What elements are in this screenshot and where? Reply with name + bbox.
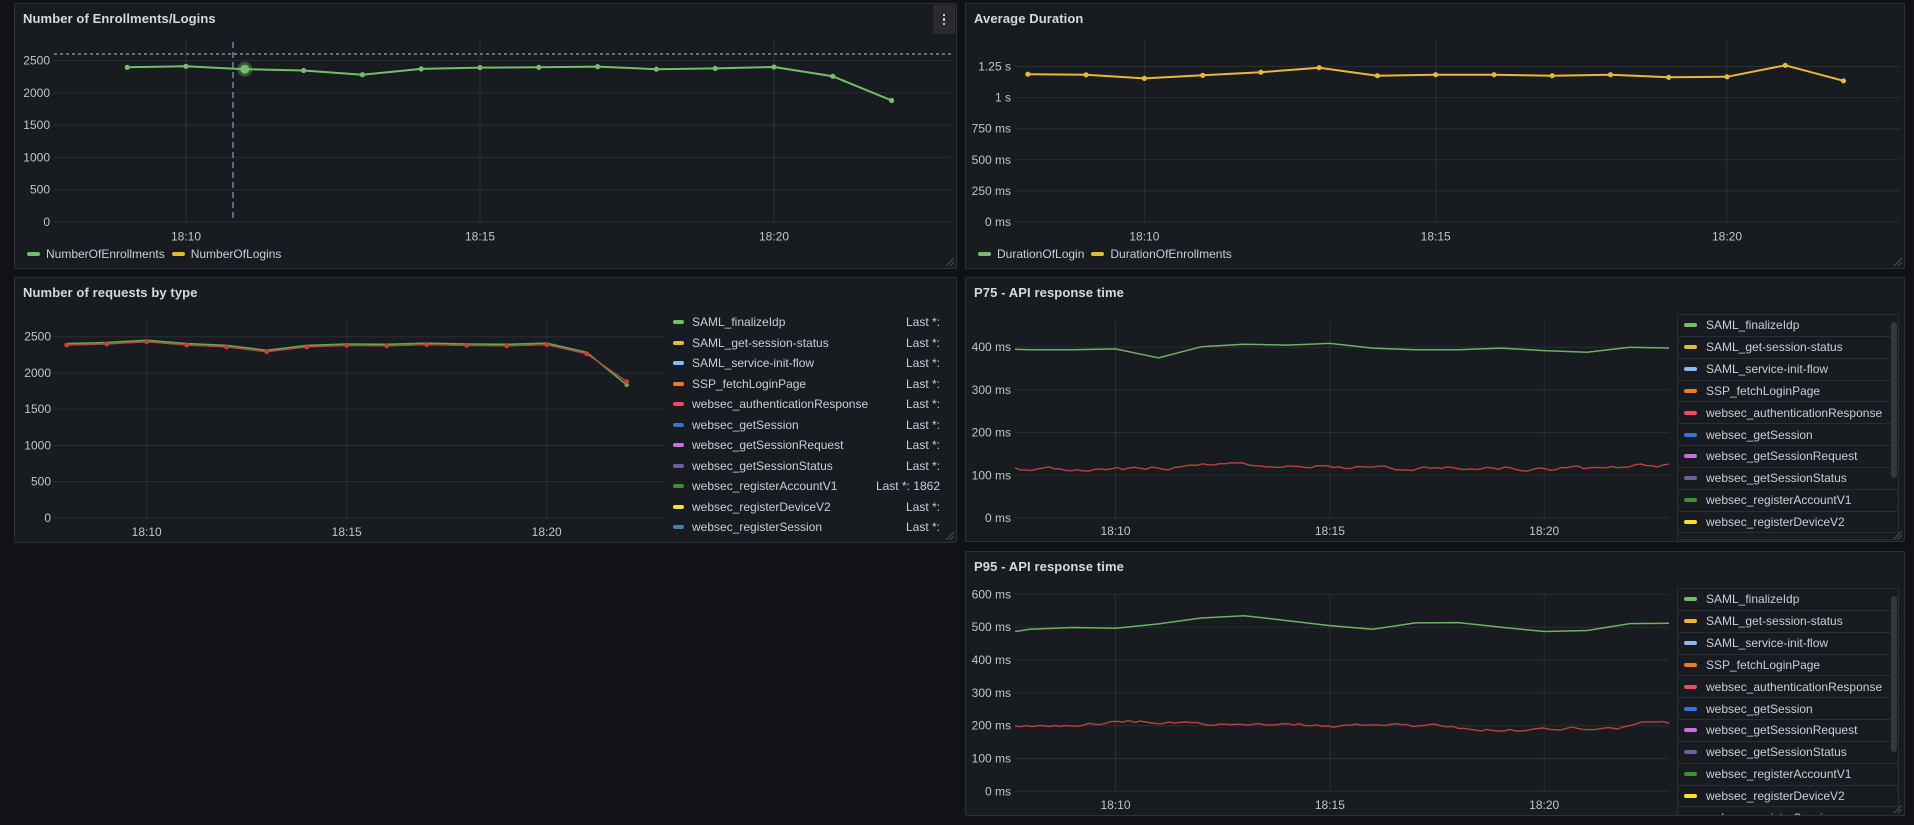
svg-text:0: 0: [43, 215, 50, 229]
svg-text:250 ms: 250 ms: [972, 184, 1011, 198]
svg-text:0 ms: 0 ms: [985, 784, 1011, 798]
svg-text:2000: 2000: [23, 86, 50, 100]
svg-text:2500: 2500: [24, 330, 51, 344]
svg-text:18:15: 18:15: [1421, 230, 1451, 244]
svg-text:1.25 s: 1.25 s: [978, 60, 1011, 74]
svg-text:200 ms: 200 ms: [972, 719, 1011, 733]
svg-text:300 ms: 300 ms: [972, 383, 1011, 397]
svg-text:1000: 1000: [23, 150, 50, 164]
svg-text:1500: 1500: [23, 118, 50, 132]
svg-text:600 ms: 600 ms: [972, 587, 1011, 601]
svg-text:18:10: 18:10: [1100, 798, 1130, 812]
svg-text:100 ms: 100 ms: [972, 468, 1011, 482]
svg-text:400 ms: 400 ms: [972, 653, 1011, 667]
svg-text:18:15: 18:15: [465, 230, 495, 244]
svg-text:0: 0: [44, 511, 51, 525]
svg-text:18:15: 18:15: [1315, 798, 1345, 812]
svg-text:2500: 2500: [23, 54, 50, 68]
svg-text:18:20: 18:20: [1712, 230, 1742, 244]
svg-text:750 ms: 750 ms: [972, 122, 1011, 136]
svg-text:18:15: 18:15: [332, 525, 362, 539]
svg-text:18:15: 18:15: [1315, 524, 1345, 538]
svg-text:18:10: 18:10: [1100, 524, 1130, 538]
svg-text:0 ms: 0 ms: [985, 511, 1011, 525]
svg-text:2000: 2000: [24, 366, 51, 380]
svg-text:400 ms: 400 ms: [972, 340, 1011, 354]
svg-text:300 ms: 300 ms: [972, 686, 1011, 700]
svg-text:500: 500: [30, 183, 50, 197]
svg-text:1500: 1500: [24, 402, 51, 416]
svg-text:18:20: 18:20: [1529, 798, 1559, 812]
svg-text:0 ms: 0 ms: [985, 215, 1011, 229]
svg-text:500 ms: 500 ms: [972, 153, 1011, 167]
svg-text:1000: 1000: [24, 439, 51, 453]
svg-text:18:10: 18:10: [132, 525, 162, 539]
svg-text:200 ms: 200 ms: [972, 426, 1011, 440]
svg-text:100 ms: 100 ms: [972, 752, 1011, 766]
svg-text:18:10: 18:10: [1129, 230, 1159, 244]
svg-text:1 s: 1 s: [995, 91, 1011, 105]
svg-text:500: 500: [31, 475, 51, 489]
svg-text:18:20: 18:20: [1529, 524, 1559, 538]
svg-text:18:10: 18:10: [171, 230, 201, 244]
svg-text:18:20: 18:20: [532, 525, 562, 539]
svg-text:500 ms: 500 ms: [972, 620, 1011, 634]
svg-text:18:20: 18:20: [759, 230, 789, 244]
